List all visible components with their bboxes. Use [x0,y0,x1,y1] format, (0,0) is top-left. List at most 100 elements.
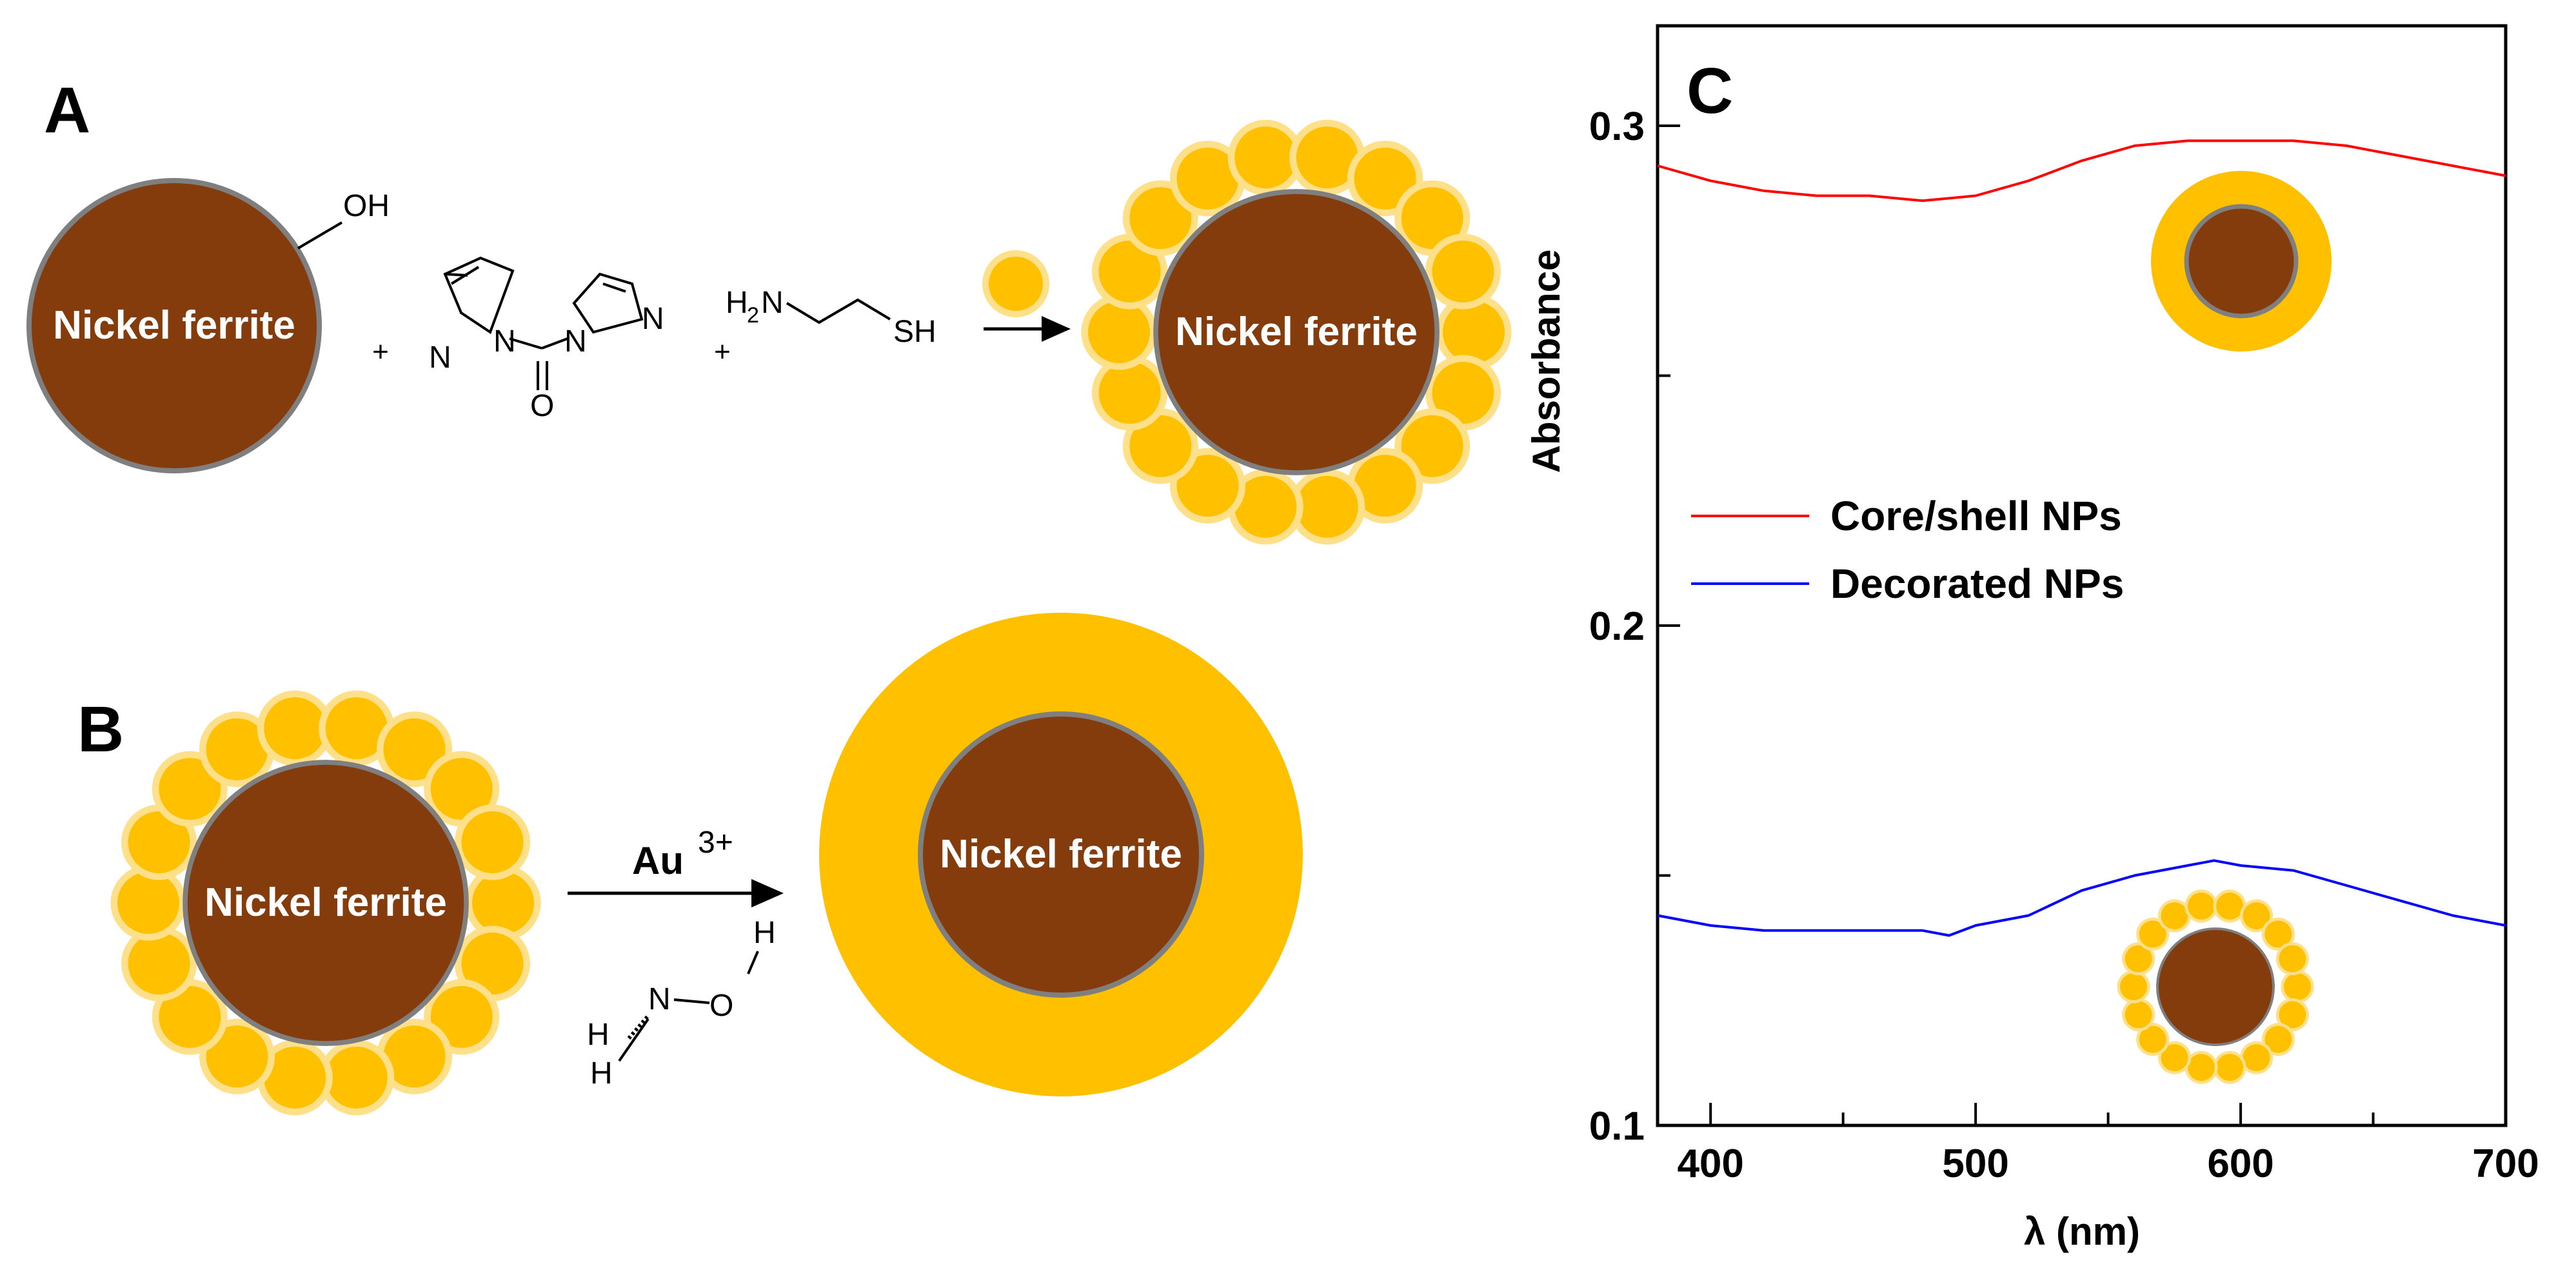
y-tick-label: 0.2 [1589,604,1645,649]
x-tick-label: 600 [2207,1142,2274,1186]
gold-nanoparticle [430,985,493,1048]
gold-nanoparticle [1234,126,1297,189]
hydroxylamine-no-bond [673,998,710,1004]
y-tick-label: 0.1 [1589,1104,1645,1149]
gold-nanoparticle [325,1046,388,1109]
cdi-bond [541,337,568,350]
core-circle [26,178,322,473]
gold-nanoparticle [2139,1025,2166,1053]
series-line-core-shell [1657,139,2506,203]
hydroxylamine-h-bottom: H [590,1056,613,1091]
cdi-n3: N [564,324,587,359]
gold-nanoparticle [2243,902,2270,930]
gold-nanoparticle [1401,415,1463,477]
axis-ticks [1658,124,2507,1127]
gold-nanoparticle [159,758,221,820]
gold-nanoparticle [2125,1001,2152,1029]
hydroxylamine-oh-bond [747,951,759,974]
gold-nanoparticle [1098,362,1161,424]
gold-nanoparticle [1401,187,1463,250]
legend-label-decorated: Decorated NPs [1830,560,2124,607]
gold-nanoparticle [1296,126,1358,189]
decorated-a-label: Nickel ferrite [1175,310,1418,354]
y-axis-title: Absorbance [1525,250,1568,473]
core-circle [2156,927,2275,1046]
core-label: Nickel ferrite [53,303,295,348]
decorated-nanoparticle-a [1081,119,1512,545]
series-lines [1657,139,2506,937]
core-shell-core [918,711,1204,998]
gold-nanoparticle [2243,1044,2270,1071]
arrow-a-head [1042,316,1071,342]
hydroxylamine-h-top: H [753,916,776,950]
gold-nanoparticle [117,872,179,934]
gold-nanoparticle [461,811,524,873]
cysteamine-sh: SH [893,315,936,349]
gold-nanoparticle [461,933,524,995]
legend: Core/shell NPs Decorated NPs [1691,493,2124,607]
hydroxylamine-molecule: H O N H H [587,916,776,1091]
gold-nanoparticle [989,257,1043,311]
panel-c-label: C [1687,55,1733,127]
cdi-bond [509,337,542,350]
gold-nanoparticle [1443,301,1505,363]
panel-b-label: B [77,693,124,766]
au-charge: 3+ [698,826,733,860]
plus-sign-2: + [714,336,731,368]
core-shell-label: Nickel ferrite [940,832,1182,876]
hydroxyl-label: OH [343,189,390,223]
gold-nanoparticle [2161,902,2188,930]
legend-label-core-shell: Core/shell NPs [1830,493,2122,539]
gold-nanoparticle [1088,301,1150,363]
x-axis-title: λ (nm) [2024,1210,2140,1253]
hydroxylamine-o: O [709,989,733,1023]
x-tick-label: 400 [1677,1142,1743,1186]
gold-nanoparticle [1354,147,1416,210]
gold-nanoparticle [128,933,190,995]
gold-nanoparticle [264,697,326,760]
gold-nanoparticle [1129,187,1192,250]
gold-nanoparticle [430,758,493,820]
gold-nanoparticle [2120,973,2147,1000]
gold-nanoparticle [206,718,268,780]
cdi-o: O [530,389,554,423]
hydroxylamine-h-left: H [587,1018,609,1052]
decorated-b-label: Nickel ferrite [204,880,447,925]
gold-nanoparticle [206,1025,268,1088]
gold-nanoparticle [2264,1025,2292,1053]
cdi-left-ring [443,256,515,335]
gold-nanoparticle [2187,1054,2215,1082]
cdi-double-bond [602,282,626,293]
gold-nanoparticle [1176,455,1239,517]
cysteamine-h: H [726,286,748,320]
gold-nanoparticle [128,811,190,873]
gold-nanoparticle [159,985,221,1048]
gold-nanoparticle [1354,455,1416,517]
gold-nanoparticle [2216,1054,2244,1082]
nickel-ferrite-core-hydroxyl: Nickel ferrite OH [26,178,390,473]
gold-nanoparticle [2216,892,2244,920]
gold-nanoparticle [325,697,388,760]
gold-nanoparticle [1432,362,1494,424]
gold-nanoparticle [1176,147,1239,210]
cdi-molecule [443,256,644,390]
gold-nanoparticle [2161,1044,2188,1071]
cdi-n1: N [429,341,451,375]
au-reagent: Au [632,839,684,882]
gold-nanoparticle [2284,973,2311,1000]
gold-nanoparticle [1296,475,1358,538]
core-circle [183,760,469,1046]
gold-nanoparticle [2279,1001,2306,1029]
cdi-n2: N [493,324,516,359]
gold-nanoparticle [1098,240,1161,302]
oh-bond [297,221,343,250]
gold-nanoparticle [472,872,534,934]
core-circle [1153,189,1440,475]
gold-nanoparticle [2187,892,2215,920]
gold-nanoparticle [2139,920,2166,948]
x-tick-label: 500 [1942,1142,2008,1186]
x-tick-label: 700 [2472,1142,2539,1186]
gold-nanoparticle [1234,475,1297,538]
gold-nanoparticle [2125,945,2152,973]
